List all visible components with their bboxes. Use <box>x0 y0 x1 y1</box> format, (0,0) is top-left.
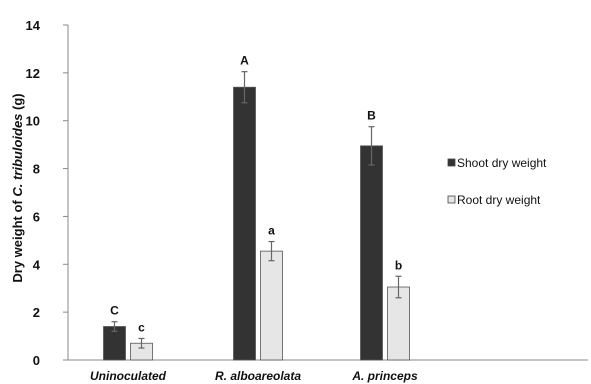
y-tick-label: 2 <box>33 305 40 320</box>
legend-swatch <box>447 195 456 204</box>
y-tick-label: 6 <box>33 209 40 224</box>
legend-swatch <box>447 158 456 167</box>
root-bar <box>260 250 283 361</box>
y-axis-label-species: C. tribuloides <box>10 114 25 197</box>
x-category-label: Uninoculated <box>90 369 167 383</box>
y-tick-label: 12 <box>26 66 40 81</box>
shoot-bar <box>360 145 383 361</box>
y-axis-label-prefix: Dry weight of <box>10 197 25 283</box>
shoot-significance-label: B <box>367 109 376 123</box>
root-significance-label: b <box>395 258 402 272</box>
y-tick-label: 14 <box>26 18 41 33</box>
y-axis-label: Dry weight of C. tribuloides (g) <box>10 93 25 282</box>
axes: 0 2 4 6 8 10 12 14 Uninoculated R. alboareolata A.… <box>26 18 588 383</box>
legend-label: Shoot dry weight <box>457 156 547 170</box>
y-tick-label: 0 <box>33 353 40 368</box>
y-tick-label: 10 <box>26 114 40 129</box>
shoot-bar <box>233 86 256 361</box>
root-significance-label: c <box>138 320 145 334</box>
svg-text:Dry weight of C. tribuloides (: Dry weight of C. tribuloides (g) <box>10 93 25 282</box>
x-category-label: R. alboareolata <box>215 369 301 383</box>
root-significance-label: a <box>268 224 275 238</box>
x-category-label: A. princeps <box>351 369 418 383</box>
y-axis-label-suffix: (g) <box>10 93 25 113</box>
shoot-significance-label: A <box>240 54 249 68</box>
legend-label: Root dry weight <box>457 193 541 207</box>
y-tick-label: 4 <box>33 257 41 272</box>
y-tick-label: 8 <box>33 162 40 177</box>
shoot-significance-label: C <box>110 304 119 318</box>
legend: Shoot dry weight Root dry weight <box>447 156 547 207</box>
bars: Cc Aa Bb <box>103 54 410 361</box>
